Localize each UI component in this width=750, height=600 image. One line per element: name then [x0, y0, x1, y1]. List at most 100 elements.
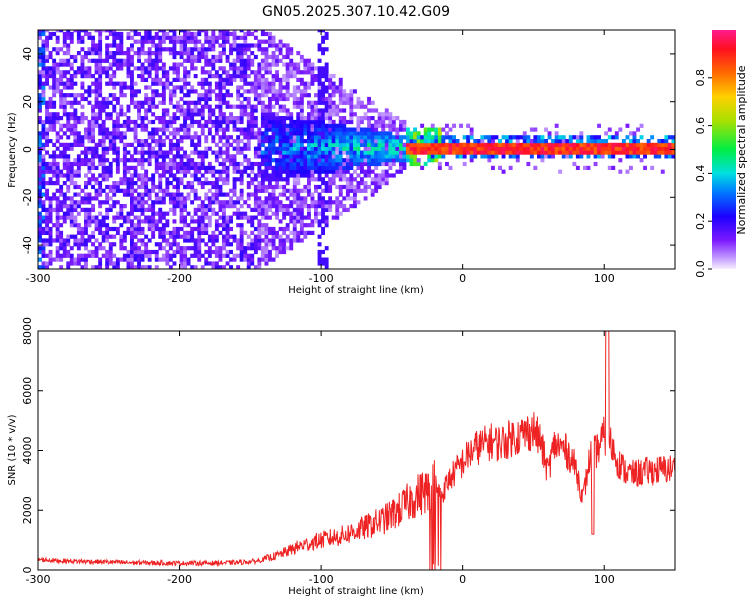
spectrogram-x-axis-label: Height of straight line (km) — [288, 285, 424, 296]
heatmap-cell — [434, 150, 439, 155]
heatmap-cell — [317, 93, 322, 98]
heatmap-cell — [353, 135, 357, 140]
heatmap-cell — [452, 150, 456, 155]
heatmap-cell — [236, 207, 241, 212]
heatmap-cell — [140, 249, 145, 255]
heatmap-cell — [98, 192, 103, 197]
heatmap-cell — [69, 234, 74, 239]
heatmap-cell — [179, 135, 184, 140]
heatmap-cell — [204, 62, 209, 67]
heatmap-cell — [176, 139, 180, 144]
heatmap-cell — [41, 230, 46, 235]
heatmap-cell — [360, 100, 364, 105]
heatmap-cell — [122, 146, 127, 151]
heatmap-cell — [222, 116, 226, 121]
heatmap-cell — [214, 123, 219, 128]
heatmap-cell — [207, 253, 212, 258]
heatmap-cell — [282, 93, 287, 98]
heatmap-cell — [172, 173, 177, 178]
heatmap-cell — [232, 31, 237, 37]
heatmap-cell — [151, 211, 156, 216]
heatmap-cell — [41, 253, 46, 258]
heatmap-cell — [183, 100, 187, 105]
heatmap-cell — [52, 70, 57, 75]
heatmap-cell — [176, 204, 180, 209]
heatmap-cell — [45, 226, 49, 232]
heatmap-cell — [133, 165, 138, 170]
heatmap-cell — [183, 93, 187, 98]
heatmap-cell — [416, 142, 421, 147]
heatmap-cell — [494, 142, 499, 147]
heatmap-cell — [335, 215, 340, 220]
heatmap-cell — [239, 104, 244, 109]
heatmap-cell — [299, 112, 304, 117]
heatmap-cell — [133, 246, 138, 251]
heatmap-cell — [268, 158, 272, 163]
heatmap-cell — [243, 131, 248, 136]
heatmap-cell — [597, 142, 601, 147]
heatmap-cell — [303, 204, 308, 209]
heatmap-cell — [360, 127, 364, 132]
heatmap-cell — [363, 188, 368, 193]
heatmap-cell — [292, 62, 297, 67]
heatmap-cell — [232, 35, 237, 40]
heatmap-cell — [91, 89, 95, 94]
heatmap-cell — [508, 165, 513, 170]
heatmap-cell — [494, 150, 499, 155]
heatmap-cell — [186, 181, 191, 186]
heatmap-cell — [321, 30, 325, 33]
heatmap-cell — [214, 74, 219, 79]
heatmap-cell — [154, 31, 159, 37]
heatmap-cell — [363, 146, 368, 151]
heatmap-cell — [115, 119, 120, 125]
heatmap-cell — [381, 177, 386, 182]
heatmap-cell — [299, 211, 304, 216]
heatmap-cell — [363, 139, 368, 144]
heatmap-cell — [434, 146, 439, 151]
heatmap-cell — [321, 165, 325, 170]
heatmap-cell — [434, 127, 439, 132]
heatmap-cell — [377, 154, 382, 159]
heatmap-cell — [349, 119, 354, 125]
heatmap-cell — [222, 234, 226, 239]
heatmap-cell — [391, 173, 396, 178]
heatmap-cell — [115, 51, 120, 56]
heatmap-cell — [147, 238, 152, 243]
heatmap-cell — [176, 169, 180, 174]
heatmap-cell — [179, 207, 184, 212]
heatmap-cell — [80, 150, 85, 155]
heatmap-cell — [303, 158, 308, 163]
heatmap-cell — [52, 104, 57, 109]
heatmap-cell — [69, 181, 74, 186]
heatmap-cell — [299, 108, 304, 113]
heatmap-cell — [84, 173, 88, 178]
heatmap-cell — [239, 234, 244, 239]
heatmap-cell — [204, 146, 209, 151]
heatmap-cell — [147, 226, 152, 232]
heatmap-cell — [179, 211, 184, 216]
colorbar-tick-label: 0.4 — [694, 165, 707, 183]
heatmap-cell — [299, 119, 304, 125]
heatmap-cell — [565, 146, 570, 151]
heatmap-cell — [289, 230, 294, 235]
heatmap-cell — [264, 234, 269, 239]
heatmap-cell — [186, 192, 191, 197]
heatmap-cell — [55, 207, 60, 212]
heatmap-cell — [321, 131, 325, 136]
heatmap-cell — [278, 131, 283, 136]
heatmap-cell — [243, 142, 248, 147]
heatmap-cell — [84, 211, 88, 216]
heatmap-cell — [335, 196, 340, 201]
heatmap-cell — [314, 135, 318, 140]
heatmap-cell — [331, 146, 336, 151]
heatmap-cell — [328, 200, 333, 205]
heatmap-cell — [423, 139, 428, 144]
heatmap-cell — [66, 165, 71, 170]
heatmap-cell — [264, 139, 269, 144]
heatmap-cell — [459, 154, 463, 159]
heatmap-cell — [119, 39, 124, 44]
heatmap-cell — [200, 131, 205, 136]
heatmap-cell — [268, 173, 272, 178]
heatmap-cell — [469, 154, 474, 159]
heatmap-cell — [388, 123, 393, 128]
